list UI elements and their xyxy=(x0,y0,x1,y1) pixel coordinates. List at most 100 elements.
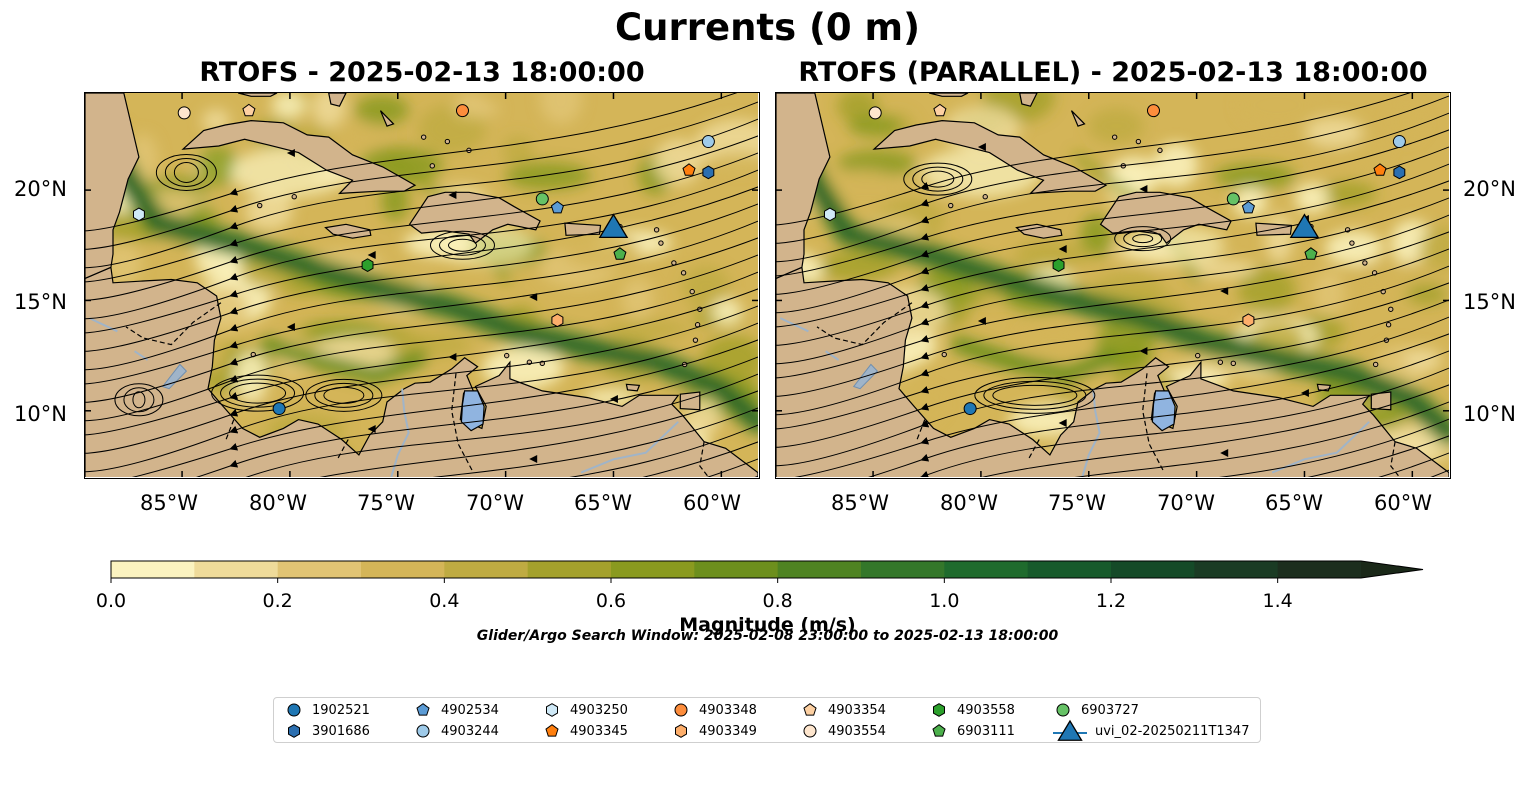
legend-hexagon-icon xyxy=(933,703,945,717)
legend-entry: 4903244 xyxy=(413,721,499,741)
legend-entry: 3901686 xyxy=(284,721,370,741)
colorbar-segment xyxy=(777,561,862,578)
argo-float-marker-4903345[interactable] xyxy=(1373,163,1387,176)
legend-circle-icon xyxy=(674,703,688,717)
argo-float-marker-4903345[interactable] xyxy=(682,163,696,176)
argo-float-marker-6903727[interactable] xyxy=(535,192,549,206)
left-map-panel xyxy=(84,92,760,479)
argo-float-marker-1902521[interactable] xyxy=(272,402,286,416)
lat-label-20-right: 20°N xyxy=(1463,177,1516,201)
lon-label-80-right: 80°W xyxy=(940,491,998,515)
colorbar-segment xyxy=(944,561,1029,578)
colorbar-tick-label: 0.8 xyxy=(762,590,793,612)
argo-float-marker-4903250[interactable] xyxy=(824,207,836,222)
argo-float-marker-4903349[interactable] xyxy=(1242,313,1255,328)
argo-float-marker-4903349[interactable] xyxy=(551,313,564,328)
legend-pentagon-icon xyxy=(932,724,946,737)
legend-hexagon-icon xyxy=(546,703,558,717)
argo-float-marker-4902534[interactable] xyxy=(550,200,564,214)
lat-label-15-left: 15°N xyxy=(14,290,67,314)
legend-entry: 4903348 xyxy=(671,700,757,720)
legend-label: 1902521 xyxy=(312,702,370,718)
legend-triangle-icon xyxy=(1053,719,1087,741)
colorbar-segment xyxy=(1111,561,1195,578)
lon-label-70-left: 70°W xyxy=(466,491,524,515)
glider-marker-uvi_02-20250211T1347[interactable] xyxy=(598,213,629,239)
right-panel-title: RTOFS (PARALLEL) - 2025-02-13 18:00:00 xyxy=(798,57,1428,88)
lon-label-70-right: 70°W xyxy=(1157,491,1215,515)
colorbar-segment xyxy=(194,561,279,578)
legend-circle-icon xyxy=(803,724,817,738)
legend-entry: 6903111 xyxy=(929,721,1015,741)
argo-float-marker-4903554[interactable] xyxy=(177,106,191,120)
colorbar-tick-label: 1.0 xyxy=(929,590,960,612)
profiler-markers xyxy=(133,103,715,416)
legend-entry: 4903558 xyxy=(929,700,1015,720)
search-window-text: Glider/Argo Search Window: 2025-02-08 23… xyxy=(476,628,1059,644)
legend-label: 4903554 xyxy=(828,723,886,739)
argo-float-marker-4903348[interactable] xyxy=(455,104,469,118)
colorbar-segment xyxy=(527,561,612,578)
legend-hexagon-icon xyxy=(675,724,687,738)
argo-float-marker-4903244[interactable] xyxy=(701,135,715,149)
colorbar xyxy=(110,560,1424,583)
argo-float-marker-4903354[interactable] xyxy=(242,103,256,117)
lon-label-60-right: 60°W xyxy=(1374,491,1432,515)
argo-float-marker-4902534[interactable] xyxy=(1241,200,1255,214)
argo-float-marker-6903727[interactable] xyxy=(1226,192,1240,206)
legend-label: 4903349 xyxy=(699,723,757,739)
lon-label-75-left: 75°W xyxy=(357,491,415,515)
colorbar-tick-label: 1.2 xyxy=(1095,590,1127,612)
colorbar-segment xyxy=(111,561,195,578)
lat-label-10-left: 10°N xyxy=(14,402,67,426)
argo-float-marker-4903250[interactable] xyxy=(133,207,145,222)
legend-entry: 6903727 xyxy=(1053,700,1139,720)
argo-float-marker-3901686[interactable] xyxy=(702,165,715,180)
argo-float-marker-4903558[interactable] xyxy=(361,258,374,272)
colorbar-segment xyxy=(444,561,529,578)
lon-label-85-left: 85°W xyxy=(140,491,198,515)
argo-float-marker-4903244[interactable] xyxy=(1392,135,1406,149)
argo-float-marker-4903348[interactable] xyxy=(1146,104,1160,118)
argo-float-marker-1902521[interactable] xyxy=(963,402,977,416)
colorbar-segment xyxy=(694,561,779,578)
argo-float-marker-6903111[interactable] xyxy=(613,247,627,260)
legend-label: 6903727 xyxy=(1081,702,1139,718)
argo-float-marker-3901686[interactable] xyxy=(1393,165,1406,180)
legend-circle-icon xyxy=(1056,703,1070,717)
legend-entry: 1902521 xyxy=(284,700,370,720)
legend-label: 4903244 xyxy=(441,723,499,739)
left-map-canvas xyxy=(85,93,758,477)
argo-float-marker-4903554[interactable] xyxy=(868,106,882,120)
figure-title: Currents (0 m) xyxy=(614,6,920,49)
lon-label-75-right: 75°W xyxy=(1048,491,1106,515)
legend-label: 4903558 xyxy=(957,702,1015,718)
legend-pentagon-icon xyxy=(803,703,817,716)
streamlines xyxy=(85,93,758,477)
legend-label: 3901686 xyxy=(312,723,370,739)
colorbar-segment xyxy=(1027,561,1112,578)
colorbar-segment xyxy=(361,561,445,578)
legend-label: 4903354 xyxy=(828,702,886,718)
legend-circle-icon xyxy=(416,724,430,738)
colorbar-segment xyxy=(1277,561,1362,578)
colorbar-extend-arrow xyxy=(1361,561,1423,578)
right-map-canvas xyxy=(776,93,1449,477)
left-panel-title: RTOFS - 2025-02-13 18:00:00 xyxy=(199,57,645,88)
lat-label-20-left: 20°N xyxy=(14,177,67,201)
argo-float-marker-4903354[interactable] xyxy=(933,103,947,117)
legend-entry: 4903354 xyxy=(800,700,886,720)
argo-float-marker-4903558[interactable] xyxy=(1052,258,1065,272)
legend: 1902521 3901686 4902534 4903244 4903250 49033… xyxy=(273,697,1261,743)
colorbar-tick-label: 0.0 xyxy=(95,590,127,612)
colorbar-segment xyxy=(1194,561,1279,578)
lon-label-65-left: 65°W xyxy=(574,491,632,515)
legend-entry: 4903349 xyxy=(671,721,757,741)
lon-label-65-right: 65°W xyxy=(1265,491,1323,515)
colorbar-segment xyxy=(611,561,695,578)
argo-float-marker-6903111[interactable] xyxy=(1304,247,1318,260)
legend-entry: 4903554 xyxy=(800,721,886,741)
glider-marker-uvi_02-20250211T1347[interactable] xyxy=(1289,213,1320,239)
colorbar-tick-label: 1.4 xyxy=(1262,590,1293,612)
streamlines xyxy=(776,93,1449,477)
